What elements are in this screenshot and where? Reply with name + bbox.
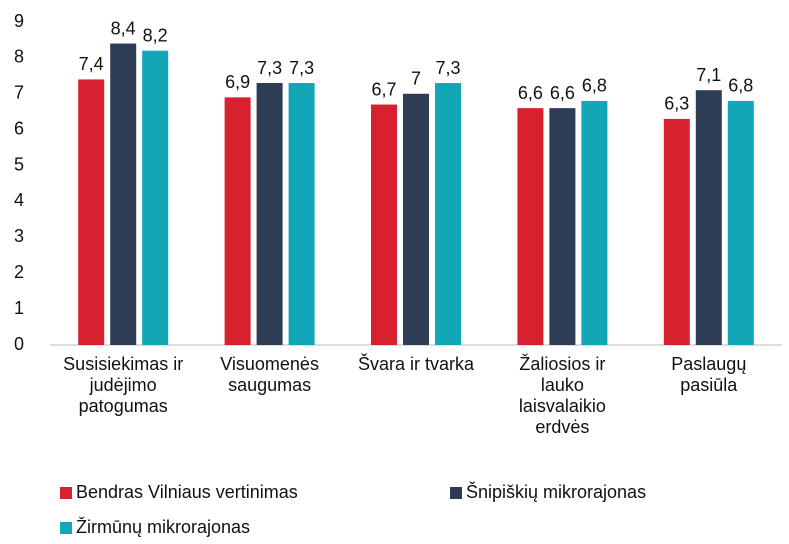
bar bbox=[256, 83, 283, 345]
y-tick-label: 7 bbox=[14, 83, 24, 103]
y-tick-label: 2 bbox=[14, 262, 24, 282]
bar bbox=[695, 90, 722, 345]
legend-swatch bbox=[450, 487, 462, 499]
legend-swatch bbox=[60, 487, 72, 499]
y-tick-label: 3 bbox=[14, 226, 24, 246]
y-tick-label: 0 bbox=[14, 334, 24, 354]
value-label: 6,7 bbox=[371, 79, 396, 99]
bar bbox=[517, 108, 544, 345]
y-tick-label: 5 bbox=[14, 154, 24, 174]
value-label: 6,6 bbox=[550, 83, 575, 103]
value-label: 6,6 bbox=[518, 83, 543, 103]
bar bbox=[110, 43, 137, 346]
y-tick-label: 6 bbox=[14, 118, 24, 138]
value-label: 7,4 bbox=[79, 54, 104, 74]
y-tick-label: 9 bbox=[14, 11, 24, 31]
bar bbox=[549, 108, 576, 345]
bar bbox=[663, 118, 690, 346]
value-label: 7,3 bbox=[289, 58, 314, 78]
x-tick-label: Švara ir tvarka bbox=[357, 354, 475, 374]
value-label: 6,3 bbox=[664, 94, 689, 114]
legend-label: Bendras Vilniaus vertinimas bbox=[76, 482, 298, 502]
bar bbox=[142, 50, 169, 345]
bar bbox=[78, 79, 105, 345]
y-tick-label: 4 bbox=[14, 190, 24, 210]
value-label: 7,3 bbox=[435, 58, 460, 78]
value-label: 7,1 bbox=[696, 65, 721, 85]
y-tick-label: 1 bbox=[14, 298, 24, 318]
y-tick-label: 8 bbox=[14, 47, 24, 67]
value-label: 7,3 bbox=[257, 58, 282, 78]
bar bbox=[403, 93, 429, 346]
bar bbox=[224, 97, 251, 345]
x-tick-label: Visuomenės saugumas bbox=[220, 354, 319, 395]
value-label: 6,8 bbox=[582, 76, 607, 96]
legend-label: Šnipiškių mikrorajonas bbox=[466, 481, 646, 502]
x-tick-label: Susisiekimas ir judėjimo patogumas bbox=[63, 354, 184, 416]
value-label: 8,4 bbox=[111, 18, 136, 38]
bar bbox=[727, 100, 754, 345]
value-label: 6,9 bbox=[225, 72, 250, 92]
value-label: 6,8 bbox=[728, 76, 753, 96]
legend-label: Žirmūnų mikrorajonas bbox=[76, 517, 250, 537]
bar bbox=[581, 100, 608, 345]
x-tick-label: Paslaugų pasiūla bbox=[671, 354, 747, 395]
bar bbox=[288, 83, 315, 345]
value-label: 8,2 bbox=[143, 25, 168, 45]
bar bbox=[435, 83, 461, 345]
bar bbox=[371, 104, 397, 346]
legend-swatch bbox=[60, 522, 72, 534]
x-tick-label: Žaliosios ir lauko laisvalaikio erdvės bbox=[518, 354, 606, 437]
value-label: 7 bbox=[411, 69, 421, 89]
